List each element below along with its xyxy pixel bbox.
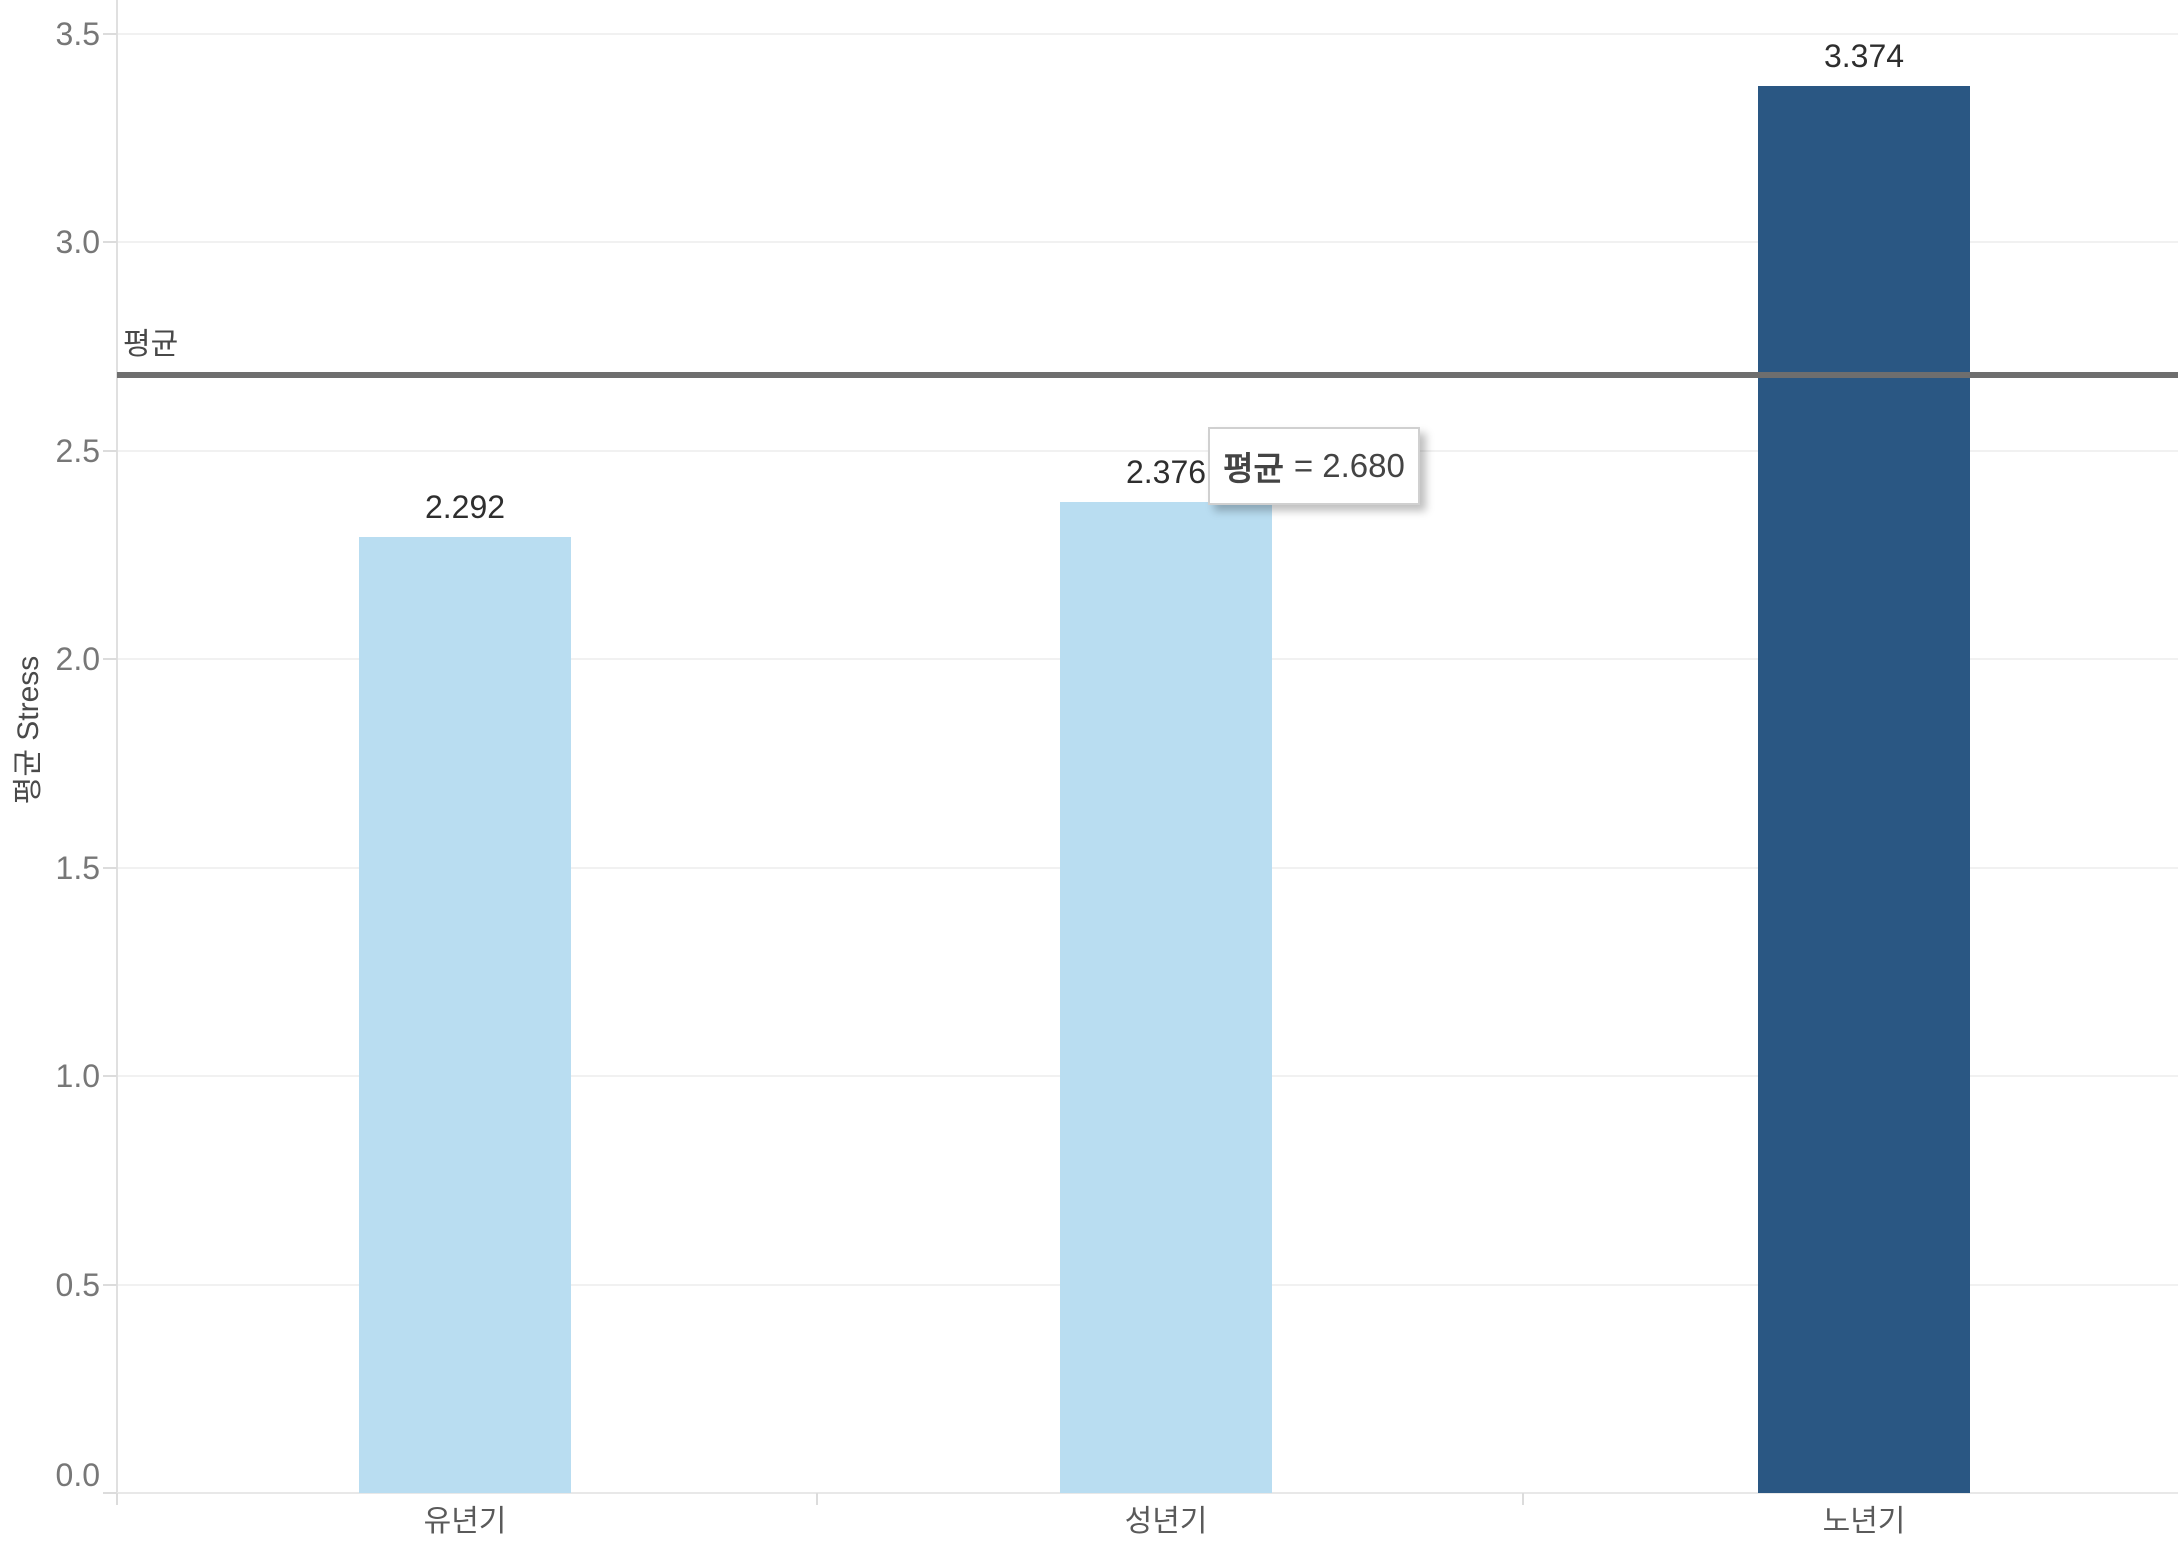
y-axis-line bbox=[116, 0, 118, 1493]
y-axis-tick bbox=[103, 449, 117, 452]
y-axis-tick-label: 1.0 bbox=[55, 1058, 100, 1094]
tooltip: 평균 = 2.680 bbox=[1208, 427, 1420, 505]
x-axis-tick bbox=[816, 1493, 818, 1505]
reference-line bbox=[117, 372, 2178, 379]
reference-line-label: 평균 bbox=[123, 328, 179, 361]
y-axis-tick bbox=[103, 241, 117, 243]
gridline bbox=[117, 449, 2178, 452]
category-label-3[interactable]: 노년기 bbox=[1822, 1505, 1906, 1538]
x-axis-tick bbox=[1522, 1493, 1524, 1505]
category-label-2[interactable]: 성년기 bbox=[1124, 1505, 1208, 1538]
y-axis-tick-label: 0.5 bbox=[55, 1266, 100, 1303]
x-axis-tick bbox=[116, 1493, 118, 1505]
bar-유년기[interactable] bbox=[359, 537, 571, 1493]
bar-value-label: 3.374 bbox=[1823, 38, 1905, 75]
tooltip-value: = 2.680 bbox=[1293, 447, 1405, 484]
y-axis-tick-label: 1.5 bbox=[55, 849, 100, 886]
y-axis-tick bbox=[103, 866, 117, 869]
y-axis-tick bbox=[103, 1283, 117, 1286]
x-axis-line bbox=[117, 1492, 2178, 1494]
y-axis-tick bbox=[103, 658, 117, 660]
y-axis-tick-label: 2.5 bbox=[55, 432, 100, 469]
y-axis-tick-label: 3.0 bbox=[55, 224, 100, 260]
bar-value-label: 2.292 bbox=[424, 489, 506, 526]
y-axis-tick bbox=[103, 1492, 117, 1494]
y-axis-tick-label: 2.0 bbox=[55, 641, 100, 677]
tooltip-label: 평균 bbox=[1223, 450, 1284, 487]
category-label-1[interactable]: 유년기 bbox=[423, 1505, 507, 1538]
gridline bbox=[117, 32, 2178, 35]
y-axis-tick bbox=[103, 1075, 117, 1077]
bar-노년기[interactable] bbox=[1758, 86, 1970, 1493]
bar-성년기[interactable] bbox=[1060, 502, 1272, 1493]
gridline bbox=[117, 241, 2178, 243]
y-axis-tick-label: 0.0 bbox=[55, 1457, 100, 1493]
y-axis-tick bbox=[103, 32, 117, 35]
bar-value-label: 2.376 bbox=[1125, 454, 1207, 491]
y-axis-tick-label: 3.5 bbox=[55, 15, 100, 52]
